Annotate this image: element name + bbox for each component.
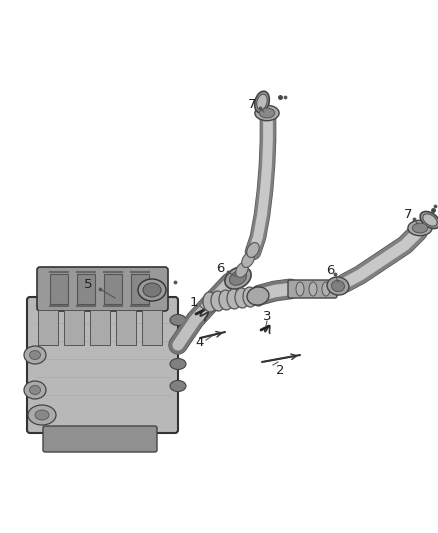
Ellipse shape [247,243,259,257]
Ellipse shape [254,91,269,113]
Ellipse shape [203,292,217,312]
Ellipse shape [35,410,49,420]
Ellipse shape [296,282,304,296]
Bar [38,310,58,345]
FancyBboxPatch shape [43,426,157,452]
Ellipse shape [24,381,46,399]
Ellipse shape [225,267,251,289]
Ellipse shape [29,385,40,394]
Ellipse shape [309,282,317,296]
Ellipse shape [332,280,344,292]
Text: 1: 1 [190,295,198,309]
Text: 3: 3 [263,310,271,322]
Text: 7: 7 [404,208,412,222]
Bar [64,310,84,345]
Text: 5: 5 [84,279,92,292]
Ellipse shape [24,346,46,364]
Ellipse shape [242,253,254,268]
Text: 4: 4 [196,335,204,349]
Ellipse shape [327,277,349,295]
Ellipse shape [170,336,186,348]
FancyBboxPatch shape [37,267,168,311]
Ellipse shape [235,288,249,308]
Bar [77,274,95,304]
Ellipse shape [143,283,161,297]
Text: 2: 2 [276,364,284,376]
FancyBboxPatch shape [288,280,337,298]
Ellipse shape [257,94,267,110]
Text: 7: 7 [248,99,256,111]
Ellipse shape [227,289,241,309]
Ellipse shape [420,212,438,229]
Ellipse shape [259,108,275,118]
Ellipse shape [322,282,330,296]
Bar [50,274,68,304]
Ellipse shape [423,214,437,226]
Ellipse shape [412,223,427,233]
Bar [90,310,110,345]
Ellipse shape [247,287,269,305]
Ellipse shape [138,279,166,301]
Ellipse shape [255,106,279,120]
Ellipse shape [29,351,40,359]
Ellipse shape [230,271,247,285]
Ellipse shape [243,287,257,307]
Text: 6: 6 [326,263,334,277]
Ellipse shape [408,220,432,236]
Ellipse shape [170,314,186,326]
Ellipse shape [236,263,248,278]
Ellipse shape [251,286,265,306]
Ellipse shape [170,359,186,369]
Text: 6: 6 [216,262,224,274]
Ellipse shape [28,405,56,425]
Bar [142,310,162,345]
Bar [131,274,149,304]
Ellipse shape [211,291,225,311]
Bar [104,274,122,304]
FancyBboxPatch shape [27,297,178,433]
Ellipse shape [219,290,233,310]
Ellipse shape [170,381,186,392]
Bar [116,310,136,345]
